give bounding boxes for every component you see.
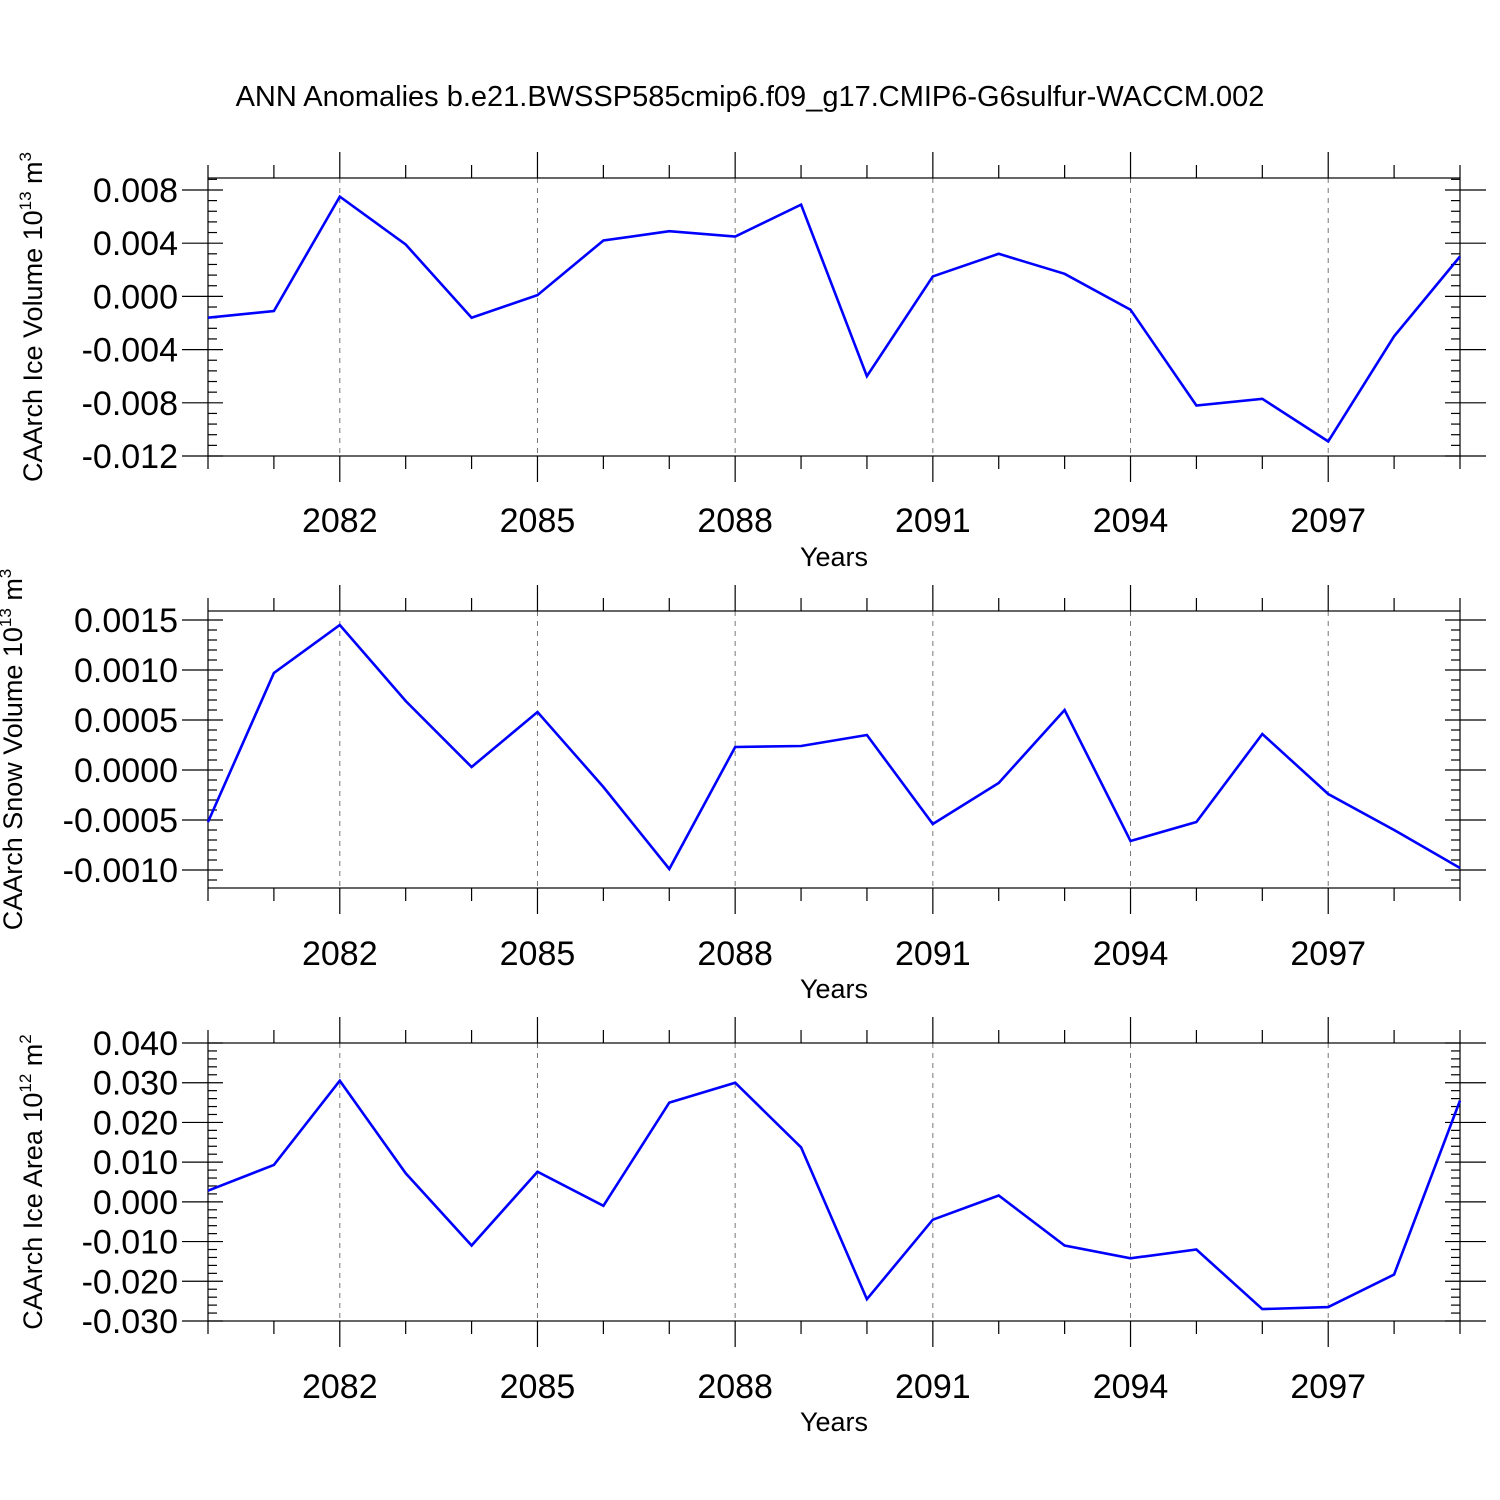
y-axis-title: CAArch Ice Volume 1013 m3 bbox=[16, 152, 48, 482]
x-tick-label: 2091 bbox=[895, 502, 971, 540]
x-tick-label: 2088 bbox=[697, 935, 773, 973]
y-axis-title: CAArch Snow Volume 1013 m3 bbox=[0, 569, 28, 931]
panel-3: -0.030-0.020-0.0100.0000.0100.0200.0300.… bbox=[16, 1017, 1486, 1437]
y-tick-label: -0.020 bbox=[82, 1263, 178, 1301]
y-tick-label: 0.000 bbox=[93, 1184, 178, 1222]
x-tick-label: 2082 bbox=[302, 935, 378, 973]
x-tick-label: 2097 bbox=[1290, 935, 1366, 973]
x-tick-label: 2085 bbox=[500, 502, 576, 540]
x-tick-label: 2091 bbox=[895, 935, 971, 973]
x-tick-label: 2094 bbox=[1093, 935, 1169, 973]
y-tick-label: -0.012 bbox=[82, 438, 178, 476]
y-tick-label: 0.0010 bbox=[74, 652, 178, 690]
y-tick-label: 0.0015 bbox=[74, 602, 178, 640]
x-tick-label: 2088 bbox=[697, 1368, 773, 1406]
y-tick-label: -0.004 bbox=[82, 332, 178, 370]
y-tick-label: -0.008 bbox=[82, 385, 178, 423]
y-tick-label: 0.040 bbox=[93, 1025, 178, 1063]
x-axis-title: Years bbox=[800, 974, 868, 1004]
x-tick-label: 2094 bbox=[1093, 502, 1169, 540]
y-tick-label: 0.0000 bbox=[74, 752, 178, 790]
series-line bbox=[207, 1078, 1462, 1311]
x-tick-label: 2091 bbox=[895, 1368, 971, 1406]
x-tick-label: 2088 bbox=[697, 502, 773, 540]
panel-2: -0.0010 -0.0005 0.0000 0.0005 0.0010 0.0015 20… bbox=[0, 569, 1486, 1004]
series-line bbox=[206, 623, 1461, 872]
y-tick-label: 0.008 bbox=[93, 172, 178, 210]
y-tick-label: 0.010 bbox=[93, 1144, 178, 1182]
panel-1: -0.012 -0.008 -0.004 0.000 0.004 0.008 2082 208… bbox=[16, 152, 1486, 572]
y-tick-label: -0.0010 bbox=[63, 852, 178, 890]
plot-frame bbox=[207, 177, 1461, 457]
y-tick-label: 0.020 bbox=[93, 1104, 178, 1142]
y-tick-label: 0.004 bbox=[93, 225, 178, 263]
x-tick-label: 2085 bbox=[500, 935, 576, 973]
y-tick-label: -0.010 bbox=[82, 1224, 178, 1262]
x-tick-label: 2097 bbox=[1290, 1368, 1366, 1406]
x-tick-label: 2094 bbox=[1093, 1368, 1169, 1406]
y-tick-label: 0.000 bbox=[93, 278, 178, 316]
figure-title: ANN Anomalies b.e21.BWSSP585cmip6.f09_g1… bbox=[236, 81, 1265, 113]
x-tick-label: 2097 bbox=[1290, 502, 1366, 540]
x-tick-label: 2082 bbox=[302, 502, 378, 540]
y-tick-label: -0.030 bbox=[82, 1303, 178, 1341]
x-tick-label: 2085 bbox=[500, 1368, 576, 1406]
y-tick-label: 0.0005 bbox=[74, 702, 178, 740]
x-tick-label: 2082 bbox=[302, 1368, 378, 1406]
plot-frame bbox=[207, 610, 1461, 889]
y-tick-label: 0.030 bbox=[93, 1065, 178, 1103]
plot-frame bbox=[207, 1042, 1461, 1322]
x-axis-title: Years bbox=[800, 1407, 868, 1437]
x-axis-title: Years bbox=[800, 542, 868, 572]
y-tick-label: -0.0005 bbox=[63, 802, 178, 840]
y-axis-title: CAArch Ice Area 1012 m2 bbox=[16, 1034, 48, 1330]
series-line bbox=[207, 194, 1462, 444]
